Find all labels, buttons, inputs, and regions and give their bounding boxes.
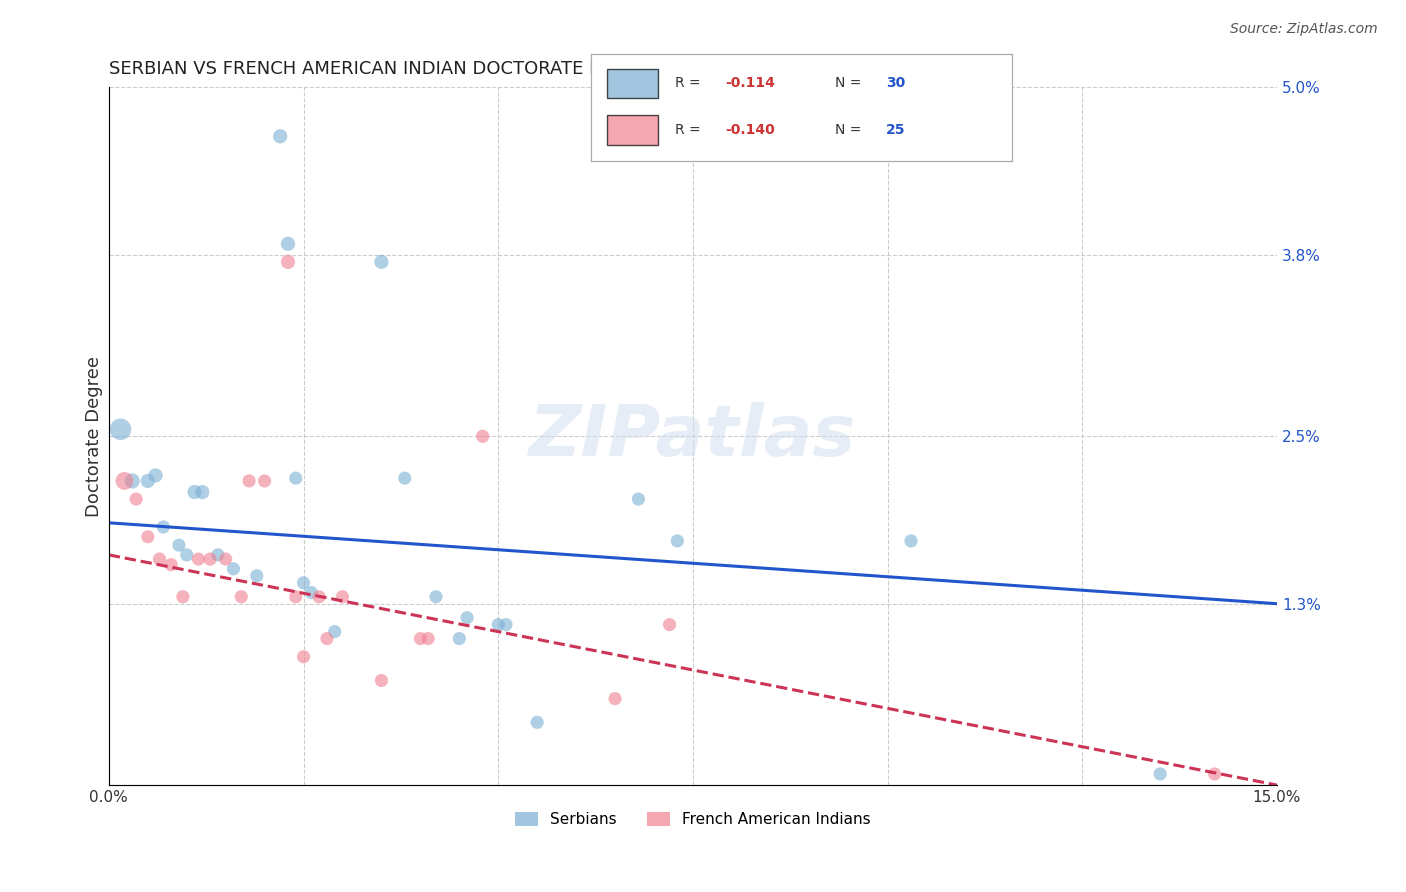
- Point: [456, 610, 478, 624]
- Text: N =: N =: [835, 122, 866, 136]
- Legend: Serbians, French American Indians: Serbians, French American Indians: [509, 806, 877, 833]
- Point: [222, 562, 245, 576]
- FancyBboxPatch shape: [607, 69, 658, 98]
- Text: 30: 30: [886, 77, 905, 90]
- Point: [1204, 767, 1226, 781]
- Point: [332, 590, 354, 604]
- Point: [187, 552, 209, 566]
- Point: [277, 236, 299, 251]
- Point: [136, 530, 159, 544]
- Point: [110, 422, 132, 436]
- Point: [167, 538, 190, 552]
- Point: [486, 617, 509, 632]
- Point: [253, 474, 276, 488]
- Point: [284, 590, 307, 604]
- Text: ZIPatlas: ZIPatlas: [529, 401, 856, 471]
- Point: [277, 255, 299, 269]
- Point: [231, 590, 253, 604]
- Point: [246, 569, 269, 583]
- Point: [292, 649, 315, 664]
- Point: [121, 474, 143, 488]
- Point: [269, 129, 291, 144]
- Point: [900, 533, 922, 548]
- Point: [316, 632, 339, 646]
- Point: [370, 673, 392, 688]
- Point: [603, 691, 626, 706]
- Point: [238, 474, 260, 488]
- Y-axis label: Doctorate Degree: Doctorate Degree: [86, 356, 103, 516]
- Point: [183, 485, 205, 500]
- Text: R =: R =: [675, 77, 704, 90]
- Point: [176, 548, 198, 562]
- Point: [152, 520, 174, 534]
- Point: [172, 590, 194, 604]
- Text: -0.114: -0.114: [725, 77, 775, 90]
- FancyBboxPatch shape: [607, 114, 658, 145]
- Point: [308, 590, 330, 604]
- Point: [409, 632, 432, 646]
- Point: [526, 715, 548, 730]
- Point: [627, 492, 650, 507]
- Point: [148, 552, 170, 566]
- Point: [666, 533, 689, 548]
- Text: -0.140: -0.140: [725, 122, 775, 136]
- Text: 25: 25: [886, 122, 905, 136]
- Point: [449, 632, 471, 646]
- Point: [658, 617, 681, 632]
- Point: [207, 548, 229, 562]
- Text: R =: R =: [675, 122, 704, 136]
- Point: [418, 632, 440, 646]
- Point: [495, 617, 517, 632]
- Text: N =: N =: [835, 77, 866, 90]
- Point: [145, 468, 167, 483]
- Point: [292, 575, 315, 590]
- Point: [136, 474, 159, 488]
- Point: [299, 585, 322, 599]
- Point: [425, 590, 447, 604]
- Text: Source: ZipAtlas.com: Source: ZipAtlas.com: [1230, 22, 1378, 37]
- Point: [191, 485, 214, 500]
- Point: [125, 492, 148, 507]
- Point: [394, 471, 416, 485]
- Text: SERBIAN VS FRENCH AMERICAN INDIAN DOCTORATE DEGREE CORRELATION CHART: SERBIAN VS FRENCH AMERICAN INDIAN DOCTOR…: [108, 60, 863, 78]
- Point: [284, 471, 307, 485]
- Point: [1149, 767, 1171, 781]
- Point: [370, 255, 392, 269]
- Point: [323, 624, 346, 639]
- Point: [198, 552, 221, 566]
- Point: [112, 474, 135, 488]
- Point: [215, 552, 238, 566]
- Point: [160, 558, 183, 572]
- Point: [471, 429, 494, 443]
